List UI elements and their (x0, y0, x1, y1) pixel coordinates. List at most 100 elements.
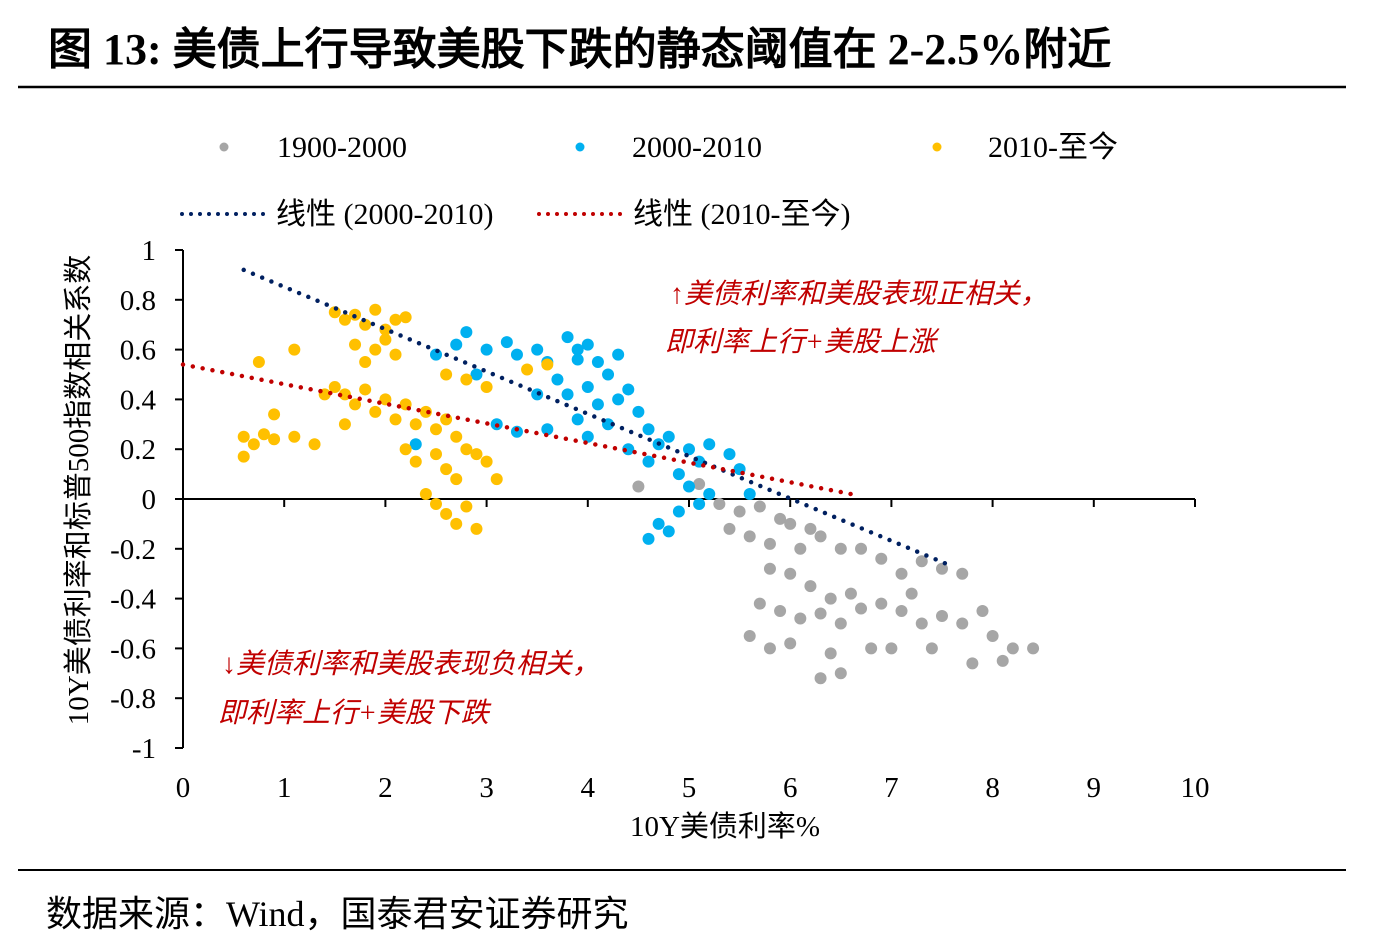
point-2010-至今 (450, 517, 463, 530)
point-1900-2000 (804, 522, 817, 535)
x-tick-label: 2 (378, 772, 393, 804)
point-2010-至今 (338, 313, 351, 326)
point-2010-至今 (450, 430, 463, 443)
point-1900-2000 (936, 562, 948, 575)
legend-marker-1900-2000 (219, 142, 229, 152)
trendline-0 (241, 267, 955, 569)
point-1900-2000 (743, 530, 756, 543)
point-2000-2010 (612, 348, 625, 361)
point-2010-至今 (419, 405, 432, 418)
point-1900-2000 (824, 592, 837, 605)
point-2010-至今 (470, 448, 483, 461)
point-1900-2000 (834, 542, 847, 555)
point-1900-2000 (986, 629, 999, 642)
legend-marker-2000-2010 (575, 142, 585, 152)
point-1900-2000 (875, 597, 888, 610)
point-2010-至今 (399, 311, 412, 324)
point-2000-2010 (571, 353, 584, 366)
point-1900-2000 (763, 537, 776, 550)
point-2010-至今 (379, 333, 392, 346)
point-1900-2000 (824, 647, 837, 660)
x-tick-label: 10 (1181, 772, 1210, 804)
point-1900-2000 (814, 607, 827, 620)
point-2000-2010 (561, 388, 574, 401)
point-2000-2010 (672, 468, 685, 481)
y-tick-label: -0.4 (110, 584, 156, 616)
point-2010-至今 (288, 343, 301, 356)
point-1900-2000 (976, 605, 989, 618)
point-2010-至今 (440, 368, 453, 381)
point-2010-至今 (440, 507, 453, 520)
point-2010-至今 (349, 338, 362, 351)
point-2000-2010 (510, 348, 523, 361)
point-2010-至今 (399, 443, 412, 456)
point-2000-2010 (591, 398, 604, 411)
annotation-positive: ↑美债利率和美股表现正相关， 即利率上行+美股上涨 (665, 279, 1048, 358)
point-2000-2010 (622, 383, 635, 396)
annotation-line: 即利率上行+美股下跌 (218, 698, 492, 729)
annotation-line: ↓美债利率和美股表现负相关， (222, 649, 600, 680)
point-1900-2000 (784, 517, 797, 530)
point-2010-至今 (419, 488, 432, 501)
point-1900-2000 (763, 642, 776, 655)
point-1900-2000 (1027, 642, 1040, 655)
point-2010-至今 (268, 433, 281, 446)
point-1900-2000 (814, 530, 827, 543)
point-2010-至今 (480, 455, 493, 468)
point-1900-2000 (743, 629, 756, 642)
point-2010-至今 (440, 463, 453, 476)
point-2010-至今 (369, 303, 382, 316)
point-1900-2000 (814, 672, 827, 685)
point-1900-2000 (753, 500, 766, 513)
y-tick-label: -0.8 (110, 683, 156, 715)
point-2010-至今 (460, 500, 473, 513)
point-1900-2000 (865, 642, 878, 655)
point-2010-至今 (460, 373, 473, 386)
point-2010-至今 (328, 380, 341, 393)
legend-label: 1900-2000 (277, 131, 407, 164)
point-2000-2010 (652, 517, 665, 530)
point-2010-至今 (252, 356, 265, 369)
point-2010-至今 (369, 405, 382, 418)
y-tick-label: 0.2 (120, 434, 156, 466)
point-2010-至今 (430, 423, 442, 436)
point-2010-至今 (349, 398, 362, 411)
y-tick-label: 0.6 (120, 335, 156, 367)
point-1900-2000 (834, 617, 847, 630)
point-1900-2000 (895, 605, 908, 618)
point-2000-2010 (672, 505, 685, 518)
legend-marker-2010-now (932, 142, 942, 152)
point-2000-2010 (703, 438, 716, 451)
scatter-points (237, 303, 1040, 685)
legend-label: 线性 (2010-至今) (633, 198, 850, 231)
annotation-line: ↑美债利率和美股表现正相关， (670, 279, 1048, 310)
y-tick-label: -0.2 (110, 534, 156, 566)
point-2000-2010 (683, 443, 695, 456)
point-2000-2010 (480, 343, 493, 356)
point-1900-2000 (763, 562, 776, 575)
point-2010-至今 (460, 443, 473, 456)
y-tick-label: -1 (132, 733, 156, 765)
point-2010-至今 (450, 473, 463, 486)
y-tick-label: 0.8 (120, 285, 156, 317)
point-1900-2000 (844, 587, 857, 600)
point-1900-2000 (925, 642, 938, 655)
x-tick-label: 8 (985, 772, 1000, 804)
legend: 1900-2000 2000-2010 2010-至今 线性 (2000-201… (180, 131, 1118, 231)
y-axis-label: 10Y美债利率和标普500指数相关系数 (62, 255, 95, 725)
point-2000-2010 (662, 430, 675, 443)
trendline-1 (180, 362, 854, 497)
point-2010-至今 (430, 448, 442, 461)
point-2000-2010 (602, 368, 615, 381)
annotation-negative: ↓美债利率和美股表现负相关， 即利率上行+美股下跌 (218, 649, 600, 729)
point-2010-至今 (308, 438, 321, 451)
point-2010-至今 (369, 343, 382, 356)
point-2000-2010 (409, 438, 422, 451)
source-note: 数据来源：Wind，国泰君安证券研究 (46, 894, 629, 934)
point-2010-至今 (409, 455, 422, 468)
point-2010-至今 (430, 497, 442, 510)
y-tick-label: -0.6 (110, 633, 156, 665)
point-2000-2010 (642, 423, 655, 436)
point-2010-至今 (288, 430, 301, 443)
point-2000-2010 (470, 368, 483, 381)
